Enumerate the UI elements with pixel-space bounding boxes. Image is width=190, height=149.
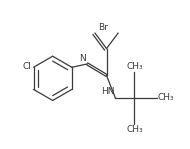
Text: HN: HN bbox=[101, 87, 114, 96]
Text: CH₃: CH₃ bbox=[158, 93, 174, 102]
Text: N: N bbox=[80, 54, 86, 63]
Text: CH₃: CH₃ bbox=[126, 62, 143, 71]
Text: CH₃: CH₃ bbox=[126, 125, 143, 134]
Text: Cl: Cl bbox=[23, 62, 32, 71]
Text: Br: Br bbox=[98, 22, 108, 32]
